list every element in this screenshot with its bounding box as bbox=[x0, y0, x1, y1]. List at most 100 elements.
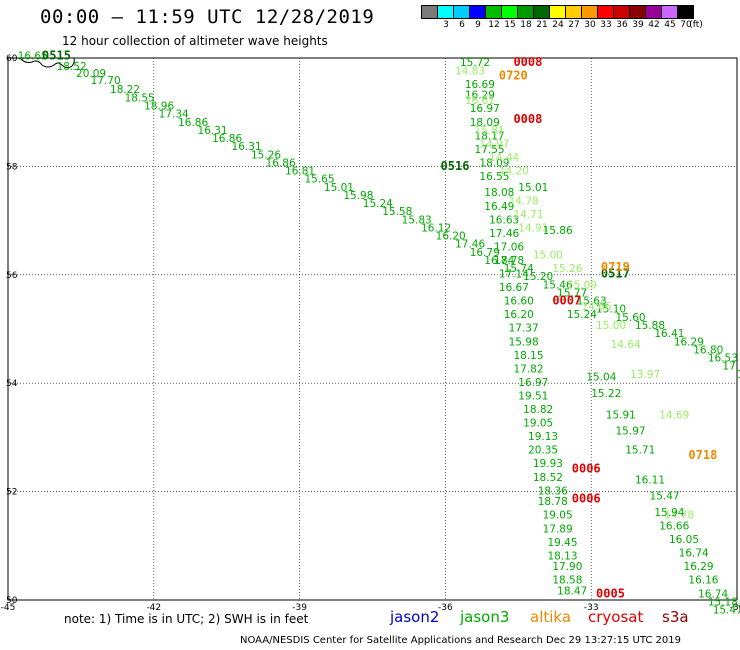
wave-height-value: 19.93 bbox=[533, 458, 563, 470]
wave-height-value: 16.86 bbox=[266, 157, 296, 169]
wave-height-value: 15.01 bbox=[518, 182, 548, 194]
wave-height-value: 16.61 bbox=[465, 95, 495, 107]
wave-height-value: 18.08 bbox=[484, 187, 514, 199]
wave-height-value: 15.00 bbox=[596, 320, 626, 332]
wave-height-value: 15.98 bbox=[509, 336, 539, 348]
wave-height-value: 15.91 bbox=[606, 409, 636, 421]
pass-time-label: 0515 bbox=[42, 49, 71, 63]
wave-height-value: 16.84 bbox=[484, 255, 514, 267]
wave-height-value: 16.55 bbox=[479, 171, 509, 183]
map-frame bbox=[7, 57, 738, 601]
colorbar-cell bbox=[677, 5, 694, 19]
wave-height-value: 16.97 bbox=[518, 377, 548, 389]
wave-height-value: 17.89 bbox=[543, 523, 573, 535]
chart-subtitle: 12 hour collection of altimeter wave hei… bbox=[62, 34, 328, 48]
wave-height-value: 16.63 bbox=[489, 214, 519, 226]
wave-height-value: 18.58 bbox=[552, 575, 582, 587]
latitude-tick-label: 52 bbox=[6, 488, 17, 498]
wave-height-value: 17.78 bbox=[494, 255, 524, 267]
wave-height-value: 15.10 bbox=[596, 304, 626, 316]
wave-height-value: 15.26 bbox=[251, 149, 281, 161]
colorbar-tick-label: 6 bbox=[459, 20, 465, 30]
wave-height-value: 18.13 bbox=[547, 550, 577, 562]
wave-height-value: 19.13 bbox=[528, 431, 558, 443]
wave-height-value: 18.55 bbox=[125, 92, 155, 104]
wave-height-value: 15.72 bbox=[460, 57, 490, 69]
wave-height-value: 16.86 bbox=[178, 117, 208, 129]
wave-height-value: 18.09 bbox=[479, 157, 509, 169]
longitude-tick-label: -33 bbox=[584, 603, 599, 613]
wave-height-value: 17.34 bbox=[159, 109, 189, 121]
wave-height-value: 18.22 bbox=[110, 84, 140, 96]
pass-time-label: 0007 bbox=[552, 294, 581, 308]
wave-height-value: 15.26 bbox=[552, 263, 582, 275]
colorbar-tick-label: 9 bbox=[475, 20, 481, 30]
wave-height-value: 18.36 bbox=[538, 485, 568, 497]
wave-height-value: 17.06 bbox=[494, 241, 524, 253]
footer-credit: NOAA/NESDIS Center for Satellite Applica… bbox=[240, 635, 682, 646]
wave-height-value: 15.22 bbox=[591, 388, 621, 400]
pass-time-label: 0516 bbox=[441, 159, 470, 173]
wave-height-value: 18.82 bbox=[523, 404, 553, 416]
wave-height-value: 16.12 bbox=[421, 222, 451, 234]
wave-height-value: 15.47 bbox=[650, 491, 680, 503]
pass-time-label: 0005 bbox=[596, 586, 625, 600]
wave-height-value: 16.67 bbox=[499, 282, 529, 294]
wave-height-value: 17.82 bbox=[513, 363, 543, 375]
wave-height-value: 19.05 bbox=[523, 418, 553, 430]
wave-height-value: 16.29 bbox=[684, 561, 714, 573]
wave-height-value: 19.45 bbox=[547, 537, 577, 549]
wave-height-value: 18.09 bbox=[470, 117, 500, 129]
legend-item-jason2: jason2 bbox=[390, 608, 440, 626]
wave-height-value: 16.31 bbox=[198, 125, 228, 137]
wave-height-value: 17.14 bbox=[499, 269, 529, 281]
wave-height-value: 16.20 bbox=[504, 309, 534, 321]
longitude-tick-label: -30 bbox=[730, 603, 740, 613]
wave-height-value: 17.64 bbox=[722, 361, 740, 373]
wave-height-value: 16.74 bbox=[698, 588, 728, 600]
wave-height-value: 16.65 bbox=[18, 51, 48, 63]
wave-height-value: 13.97 bbox=[630, 369, 660, 381]
legend-item-jason3: jason3 bbox=[460, 608, 510, 626]
wave-height-value: 15.98 bbox=[343, 190, 373, 202]
wave-height-value: 18.17 bbox=[475, 130, 505, 142]
wave-height-value: 14.44 bbox=[489, 152, 519, 164]
wave-height-value: 14.83 bbox=[455, 65, 485, 77]
wave-height-value: 16.69 bbox=[465, 79, 495, 91]
colorbar-tick-label: 15 bbox=[504, 20, 516, 30]
colorbar-tick-label: 21 bbox=[536, 20, 548, 30]
wave-height-value: 15.09 bbox=[567, 279, 597, 291]
wave-height-value: 16.49 bbox=[484, 201, 514, 213]
longitude-tick-label: -45 bbox=[1, 603, 16, 613]
wave-height-value: 17.46 bbox=[489, 228, 519, 240]
wave-height-value: 16.79 bbox=[470, 247, 500, 259]
latitude-tick-label: 54 bbox=[6, 379, 18, 389]
wave-height-value: 16.41 bbox=[654, 328, 684, 340]
wave-height-value: 16.29 bbox=[674, 336, 704, 348]
colorbar-unit-label: (ft) bbox=[689, 20, 703, 30]
wave-height-value: 15.24 bbox=[567, 309, 597, 321]
wave-height-value: 20.09 bbox=[76, 68, 106, 80]
wave-height-value: 16.74 bbox=[679, 548, 709, 560]
wave-height-value: 16.31 bbox=[232, 141, 262, 153]
wave-height-value: 14.91 bbox=[518, 222, 548, 234]
wave-height-value: 19.05 bbox=[543, 510, 573, 522]
legend-item-altika: altika bbox=[530, 608, 572, 626]
chart-title: 00:00 – 11:59 UTC 12/28/2019 bbox=[40, 6, 375, 28]
colorbar-tick-labels: 3 6 9 12 15 18 21 24 27 30 33 36 39 42 45 70 (ft) bbox=[422, 20, 732, 32]
wave-height-value: 20.35 bbox=[528, 445, 558, 457]
wave-height-value: 16.86 bbox=[212, 133, 242, 145]
wave-height-value: 15.60 bbox=[616, 312, 646, 324]
wave-height-value: 14.64 bbox=[611, 339, 641, 351]
wave-height-value: 17.55 bbox=[475, 144, 505, 156]
colorbar-tick-label: 42 bbox=[648, 20, 660, 30]
longitude-tick-label: -36 bbox=[438, 603, 453, 613]
wave-height-value: 15.24 bbox=[363, 198, 393, 210]
wave-height-value: 15.00 bbox=[533, 250, 563, 262]
wave-height-value: 15.81 bbox=[475, 125, 505, 137]
latitude-tick-label: 58 bbox=[6, 162, 18, 172]
pass-time-label: 0006 bbox=[572, 462, 601, 476]
wave-height-value: 16.80 bbox=[693, 344, 723, 356]
wave-height-value: 15.18 bbox=[708, 596, 738, 608]
colorbar-tick-label: 45 bbox=[664, 20, 676, 30]
